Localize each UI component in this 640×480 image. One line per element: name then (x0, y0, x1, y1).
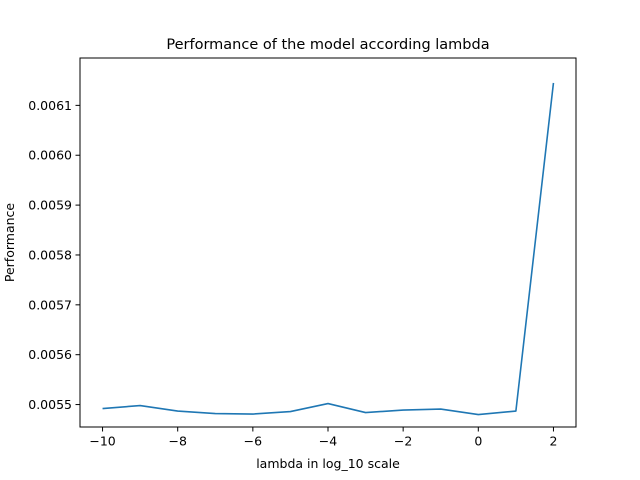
series-line (102, 82, 555, 416)
y-tick-label: 0.0059 (28, 198, 72, 213)
y-tick-label: 0.0055 (28, 397, 72, 412)
x-tick-label: 2 (549, 434, 557, 449)
y-axis: 0.0055 0.0056 0.0057 0.0058 0.0059 0.0060 0.00… (28, 98, 80, 412)
y-tick-label: 0.0057 (28, 297, 72, 312)
x-tick-label: −4 (319, 434, 337, 449)
x-axis-label: lambda in log_10 scale (256, 456, 400, 471)
x-tick-label: −8 (168, 434, 186, 449)
y-tick-label: 0.0056 (28, 347, 72, 362)
x-tick-label: −6 (244, 434, 262, 449)
series-layer (102, 82, 555, 416)
chart-title: Performance of the model according lambd… (166, 37, 489, 53)
x-tick-label: 0 (474, 434, 482, 449)
y-tick-label: 0.0058 (28, 247, 72, 262)
x-axis: −10 −8 −6 −4 −2 0 2 (89, 427, 557, 449)
x-tick-label: −10 (89, 434, 115, 449)
x-tick-label: −2 (394, 434, 412, 449)
y-tick-label: 0.0060 (28, 148, 72, 163)
y-tick-label: 0.0061 (28, 98, 72, 113)
y-axis-label: Performance (2, 203, 17, 283)
